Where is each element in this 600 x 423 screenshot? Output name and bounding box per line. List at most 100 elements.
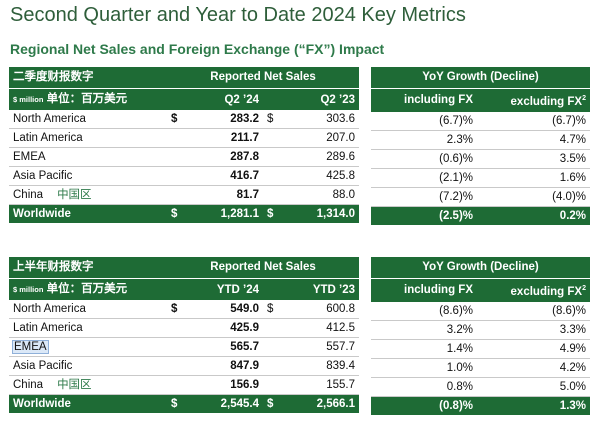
incl-fx-cell: 1.4% — [371, 339, 477, 359]
q2-unit-cn: 单位：百万美元 — [46, 93, 128, 105]
q2-total-row: Worldwide $1,281.1 $1,314.0 — [9, 204, 360, 223]
value-a-cell: 156.9 — [167, 375, 263, 395]
table-row: 1.4% 4.9% — [371, 339, 591, 359]
ytd-excl-fx-sup: 2 — [582, 285, 587, 292]
q2-growth-header: YoY Growth (Decline) — [371, 67, 591, 89]
value-b-cell: 88.0 — [263, 185, 360, 205]
value-a: 211.7 — [230, 132, 259, 144]
incl-fx-cell: (7.2)% — [371, 187, 477, 207]
incl-fx-cell: 1.0% — [371, 358, 477, 378]
q2-excl-fx-header: excluding FX2 — [477, 88, 591, 112]
table-row: North America $283.2 $303.6 — [9, 110, 360, 129]
value-a-cell: 565.7 — [167, 337, 263, 357]
region-cell: Asia Pacific — [9, 166, 167, 186]
table-row: 2.3% 4.7% — [371, 130, 591, 150]
table-row: 3.2% 3.3% — [371, 320, 591, 340]
page-subtitle: Regional Net Sales and Foreign Exchange … — [10, 41, 385, 57]
value-b: 88.0 — [332, 189, 356, 201]
ytd-cn-header: 上半年财报数字 — [9, 257, 167, 279]
table-row: EMEA 287.8 289.6 — [9, 147, 360, 167]
value-a-cell: 287.8 — [167, 147, 263, 167]
ytd-excl-fx-header: excluding FX2 — [477, 278, 591, 302]
value-a: 156.9 — [230, 379, 259, 391]
ytd-total-dollar-a: $ — [171, 398, 178, 410]
value-b: 289.6 — [326, 151, 356, 163]
value-b-cell: 557.7 — [263, 337, 360, 357]
ytd-total-a: $2,545.4 — [167, 394, 263, 413]
q2-total-excl: 0.2% — [477, 206, 591, 225]
table-row: China 中国区 81.7 88.0 — [9, 185, 360, 205]
value-a: 847.9 — [230, 360, 259, 372]
ytd-total-b: $2,566.1 — [263, 394, 360, 413]
value-a-cell: 425.9 — [167, 318, 263, 338]
excl-fx-cell: (4.0)% — [477, 187, 591, 207]
value-a-cell: 81.7 — [167, 185, 263, 205]
value-a: 81.7 — [236, 189, 259, 201]
value-b-cell: 839.4 — [263, 356, 360, 376]
region-name: Asia Pacific — [13, 170, 73, 182]
ytd-reported-header: Reported Net Sales — [167, 257, 360, 279]
table-row: (7.2)% (4.0)% — [371, 187, 591, 207]
value-b-cell: 289.6 — [263, 147, 360, 167]
excl-fx-cell: 1.6% — [477, 168, 591, 188]
value-a-cell: 416.7 — [167, 166, 263, 186]
q2-unit-label: $ million 单位：百万美元 — [9, 88, 167, 110]
region-cell: Latin America — [9, 318, 167, 338]
region-name: EMEA — [13, 151, 46, 163]
table-row: China 中国区 156.9 155.7 — [9, 375, 360, 395]
value-a: 565.7 — [230, 341, 259, 353]
q2-incl-fx-header: including FX — [371, 88, 477, 112]
region-cn-name: 中国区 — [57, 189, 92, 201]
value-b: 155.7 — [326, 379, 356, 391]
region-name: Latin America — [13, 322, 83, 334]
table-row: North America $549.0 $600.8 — [9, 300, 360, 319]
table-row: Latin America 425.9 412.5 — [9, 318, 360, 338]
value-b-cell: 155.7 — [263, 375, 360, 395]
incl-fx-cell: (2.1)% — [371, 168, 477, 188]
value-b: 425.8 — [326, 170, 356, 182]
ytd-total-dollar-b: $ — [267, 398, 274, 410]
ytd-col-a-header: YTD ’24 — [167, 278, 263, 300]
ytd-growth-table: YoY Growth (Decline) including FX exclud… — [371, 257, 591, 415]
ytd-growth-header: YoY Growth (Decline) — [371, 257, 591, 279]
ytd-total-row: Worldwide $2,545.4 $2,566.1 — [9, 394, 360, 413]
ytd-sales-table: 上半年财报数字 Reported Net Sales $ million 单位：… — [9, 257, 360, 413]
value-b: 303.6 — [326, 113, 356, 125]
value-b: 207.0 — [326, 132, 356, 144]
table-row: (6.7)% (6.7)% — [371, 111, 591, 131]
ytd-unit-prefix: $ million — [13, 285, 44, 294]
q2-total-dollar-b: $ — [267, 208, 274, 220]
region-name: China — [13, 189, 44, 201]
incl-fx-cell: (8.6)% — [371, 301, 477, 321]
q2-total-label: Worldwide — [9, 204, 167, 223]
q2-total-dollar-a: $ — [171, 208, 178, 220]
q2-unit-prefix: $ million — [13, 95, 44, 104]
table-row: EMEA 565.7 557.7 — [9, 337, 360, 357]
table-row: (0.6)% 3.5% — [371, 149, 591, 169]
dollar-sign: $ — [171, 303, 178, 315]
value-a: 283.2 — [230, 113, 259, 125]
value-b-cell: $600.8 — [263, 300, 360, 319]
dollar-sign: $ — [267, 303, 274, 315]
region-cell: EMEA — [9, 337, 167, 357]
value-a: 287.8 — [230, 151, 259, 163]
ytd-total-b-value: 2,566.1 — [316, 398, 356, 410]
q2-growth-table: YoY Growth (Decline) including FX exclud… — [371, 67, 591, 225]
value-b-cell: $303.6 — [263, 110, 360, 129]
excl-fx-cell: (6.7)% — [477, 111, 591, 131]
value-b-cell: 412.5 — [263, 318, 360, 338]
region-cell: Asia Pacific — [9, 356, 167, 376]
value-b: 839.4 — [326, 360, 356, 372]
region-cell: China 中国区 — [9, 375, 167, 395]
region-name: EMEA — [12, 340, 49, 354]
ytd-total-a-value: 2,545.4 — [220, 398, 259, 410]
ytd-unit-cn: 单位：百万美元 — [46, 283, 128, 295]
ytd-col-b-header: YTD ’23 — [263, 278, 360, 300]
table-row: (8.6)% (8.6)% — [371, 301, 591, 321]
value-b: 557.7 — [326, 341, 356, 353]
q2-excl-fx-sup: 2 — [582, 95, 587, 102]
value-a-cell: 847.9 — [167, 356, 263, 376]
q2-total-a-value: 1,281.1 — [220, 208, 259, 220]
ytd-total-label: Worldwide — [9, 394, 167, 413]
incl-fx-cell: (0.6)% — [371, 149, 477, 169]
